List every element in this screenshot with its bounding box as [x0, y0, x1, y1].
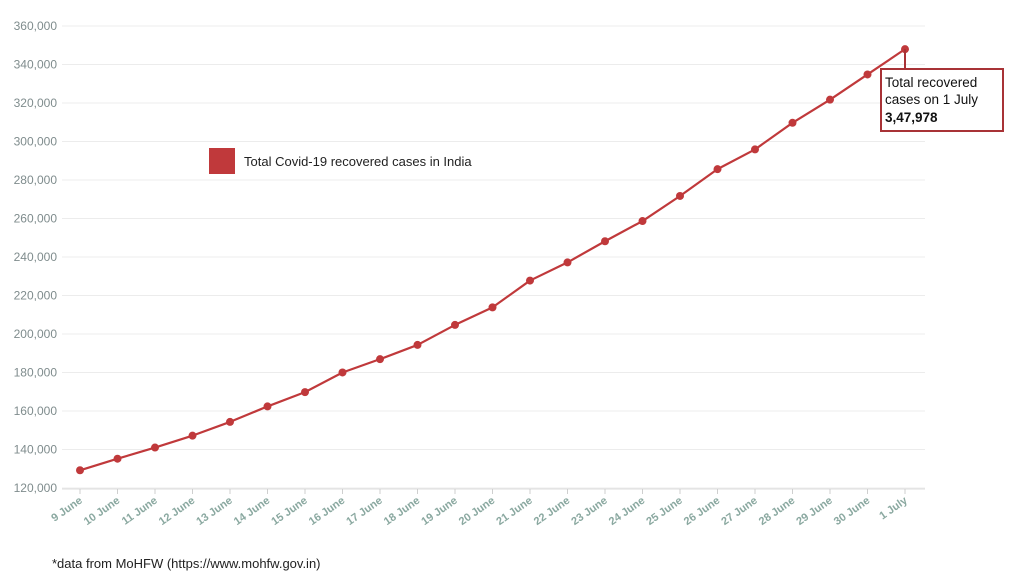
data-point: [601, 237, 609, 246]
source-footnote: *data from MoHFW (https://www.mohfw.gov.…: [52, 556, 321, 571]
callout-line-1: Total recovered: [885, 75, 977, 90]
data-point: [451, 320, 459, 329]
x-tick-label: 12 June: [157, 495, 197, 528]
series-line: [79, 48, 906, 472]
x-tick-label: 10 June: [82, 495, 122, 528]
callout-box: [880, 68, 1004, 132]
x-tick-label: 11 June: [120, 495, 160, 528]
legend: Total Covid-19 recovered cases in India: [209, 148, 472, 174]
data-point: [76, 466, 84, 475]
x-tick-label: 28 June: [757, 495, 797, 528]
y-tick-label: 160,000: [14, 404, 58, 418]
x-tick-label: 23 June: [569, 495, 609, 528]
data-point: [788, 118, 797, 127]
data-point: [676, 191, 684, 200]
y-tick-label: 240,000: [14, 250, 58, 264]
data-point: [376, 355, 384, 364]
annotation-callout: Total recovered cases on 1 July 3,47,978: [880, 49, 1004, 132]
y-tick-label: 280,000: [14, 173, 58, 187]
data-point: [188, 431, 197, 440]
data-point: [563, 258, 572, 267]
data-point: [488, 303, 497, 312]
y-tick-label: 320,000: [14, 96, 58, 110]
callout-value: 3,47,978: [885, 110, 938, 125]
x-tick-label: 9 June: [49, 495, 84, 525]
x-tick-label: 20 June: [457, 495, 497, 528]
x-tick-label: 1 July: [877, 494, 910, 522]
x-tick-label: 25 June: [644, 495, 684, 528]
data-point: [226, 417, 234, 426]
y-tick-label: 220,000: [14, 289, 58, 303]
data-point: [638, 217, 647, 226]
data-point: [826, 95, 834, 104]
y-tick-label: 360,000: [14, 19, 58, 33]
y-tick-label: 260,000: [14, 212, 58, 226]
data-point: [301, 388, 309, 397]
legend-swatch: [209, 148, 235, 174]
data-point: [113, 454, 122, 463]
y-tick-label: 200,000: [14, 327, 58, 341]
data-point: [863, 70, 872, 79]
y-axis: 120,000 140,000 160,000 180,000 200,000 220,0…: [14, 19, 58, 495]
data-point: [263, 402, 272, 411]
x-tick-label: 27 June: [719, 495, 759, 528]
data-point: [526, 276, 534, 285]
y-tick-label: 340,000: [14, 58, 58, 72]
data-point: [151, 443, 159, 452]
y-tick-label: 140,000: [14, 443, 58, 457]
y-tick-label: 120,000: [14, 481, 58, 495]
x-tick-label: 15 June: [269, 495, 309, 528]
x-tick-label: 16 June: [307, 495, 347, 528]
x-tick-label: 14 June: [232, 495, 272, 528]
data-point: [713, 165, 722, 174]
x-tick-label: 26 June: [682, 495, 722, 528]
data-point: [413, 340, 422, 349]
gridlines: [62, 25, 925, 489]
x-tick-label: 24 June: [607, 495, 647, 528]
x-tick-label: 22 June: [532, 495, 572, 528]
callout-line-2: cases on 1 July: [885, 92, 978, 107]
data-point: [751, 145, 759, 154]
y-tick-label: 300,000: [14, 135, 58, 149]
x-tick-label: 13 June: [194, 495, 234, 528]
x-tick-label: 18 June: [382, 495, 422, 528]
x-tick-label: 21 June: [494, 495, 534, 528]
x-tick-label: 19 June: [419, 495, 459, 528]
x-tick-label: 30 June: [832, 495, 872, 528]
data-point: [338, 368, 347, 377]
y-tick-label: 180,000: [14, 366, 58, 380]
legend-label: Total Covid-19 recovered cases in India: [244, 154, 472, 169]
x-tick-label: 29 June: [794, 495, 834, 528]
x-tick-label: 17 June: [344, 495, 384, 528]
series-recovered-cases: [76, 45, 909, 475]
